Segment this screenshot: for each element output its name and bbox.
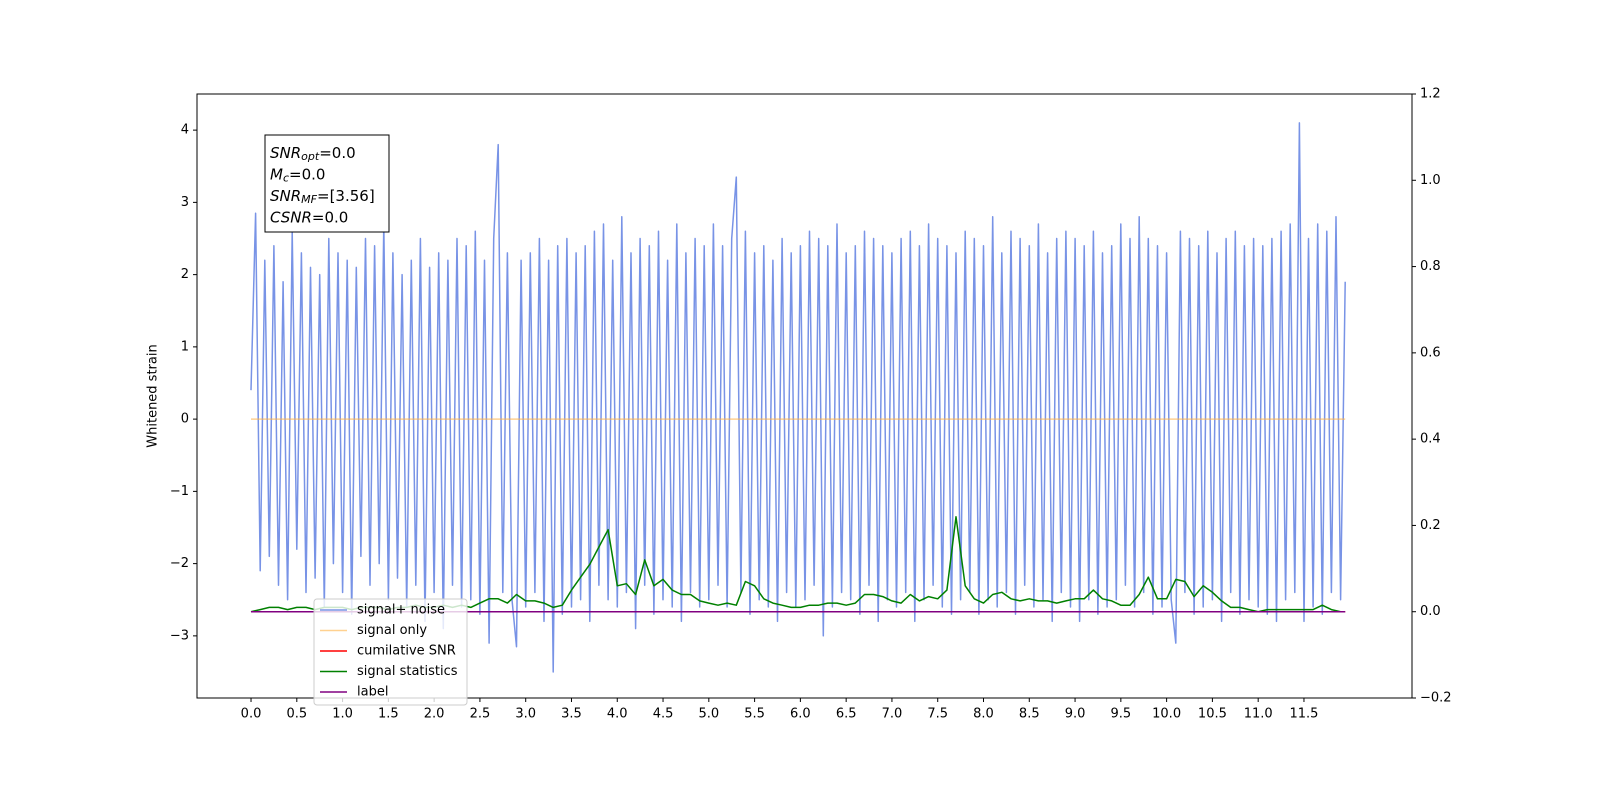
annotation-line: SNRopt=0.0 — [270, 144, 356, 164]
x-tick-label: 4.5 — [653, 707, 674, 722]
legend-label: signal only — [357, 623, 427, 638]
annotation-box — [264, 134, 390, 233]
annotation-symbol: M — [270, 165, 283, 183]
axes-frame — [196, 93, 1413, 699]
x-tick-label: 5.0 — [698, 707, 719, 722]
series-line — [250, 122, 1346, 673]
y2-tick-label: 0.2 — [1420, 518, 1441, 533]
x-tick-label: 10.0 — [1152, 707, 1181, 722]
legend-label: signal statistics — [357, 664, 458, 679]
y2-tick-label: 0.6 — [1420, 345, 1441, 360]
annotation-line: CSNR=0.0 — [270, 208, 348, 226]
annotation-value: =0.0 — [312, 208, 348, 226]
y-tick-label: −1 — [170, 484, 189, 499]
y-tick-label: 4 — [181, 123, 189, 138]
plot-area — [250, 122, 1346, 673]
annotation-sub: MF — [301, 193, 317, 206]
x-tick-label: 10.5 — [1198, 707, 1227, 722]
legend-label: signal+ noise — [357, 603, 445, 618]
x-tick-label: 3.0 — [515, 707, 536, 722]
y2-tick-label: 0.8 — [1420, 259, 1441, 274]
x-tick-label: 8.5 — [1019, 707, 1040, 722]
x-tick-label: 9.5 — [1110, 707, 1131, 722]
annotation-symbol: SNR — [270, 187, 301, 205]
y2-tick-label: 1.0 — [1420, 173, 1441, 188]
annotation-symbol: SNR — [270, 144, 301, 162]
y-tick-label: −3 — [170, 628, 189, 643]
y-tick-label: 0 — [181, 412, 189, 427]
annotation-line: Mc=0.0 — [270, 165, 325, 185]
annotation-line: SNRMF=[3.56] — [270, 187, 375, 207]
y2-tick-label: 0.0 — [1420, 604, 1441, 619]
annotation-value: =0.0 — [319, 144, 355, 162]
overlay: 0.0 0.5 1.0 1.5 2.0 2.5 3.0 3.5 4.0 4.5 5.0 5.5 6.0 6… — [170, 87, 1452, 722]
annotation-symbol: CSNR — [270, 208, 312, 226]
legend-box — [313, 598, 468, 706]
x-tick-label: 11.5 — [1289, 707, 1318, 722]
annotation-sub: opt — [301, 150, 320, 163]
y-tick-label: 2 — [181, 267, 189, 282]
legend-label: cumilative SNR — [357, 644, 456, 659]
x-tick-label: 9.0 — [1065, 707, 1086, 722]
x-tick-label: 11.0 — [1244, 707, 1273, 722]
annotation-value: =[3.56] — [317, 187, 375, 205]
annotation-value: =0.0 — [289, 165, 325, 183]
x-tick-label: 0.0 — [241, 707, 262, 722]
x-tick-label: 6.5 — [836, 707, 857, 722]
x-tick-label: 2.5 — [470, 707, 491, 722]
y-tick-label: 3 — [181, 195, 189, 210]
y2-tick-label: 0.4 — [1420, 432, 1441, 447]
annotation-sub: c — [283, 172, 289, 185]
x-tick-label: 3.5 — [561, 707, 582, 722]
y2-tick-label: 1.2 — [1420, 87, 1441, 102]
x-tick-label: 1.0 — [332, 707, 353, 722]
y2-tick-label: −0.2 — [1420, 691, 1452, 706]
x-tick-label: 7.0 — [882, 707, 903, 722]
x-tick-label: 0.5 — [286, 707, 307, 722]
x-tick-label: 4.0 — [607, 707, 628, 722]
legend-label: label — [357, 685, 388, 700]
x-tick-label: 7.5 — [927, 707, 948, 722]
y-tick-label: 1 — [181, 339, 189, 354]
y-tick-label: −2 — [170, 556, 189, 571]
x-tick-label: 2.0 — [424, 707, 445, 722]
x-tick-label: 1.5 — [378, 707, 399, 722]
x-tick-label: 8.0 — [973, 707, 994, 722]
x-tick-label: 6.0 — [790, 707, 811, 722]
y-axis-label: Whitened strain — [146, 344, 161, 447]
x-tick-label: 5.5 — [744, 707, 765, 722]
